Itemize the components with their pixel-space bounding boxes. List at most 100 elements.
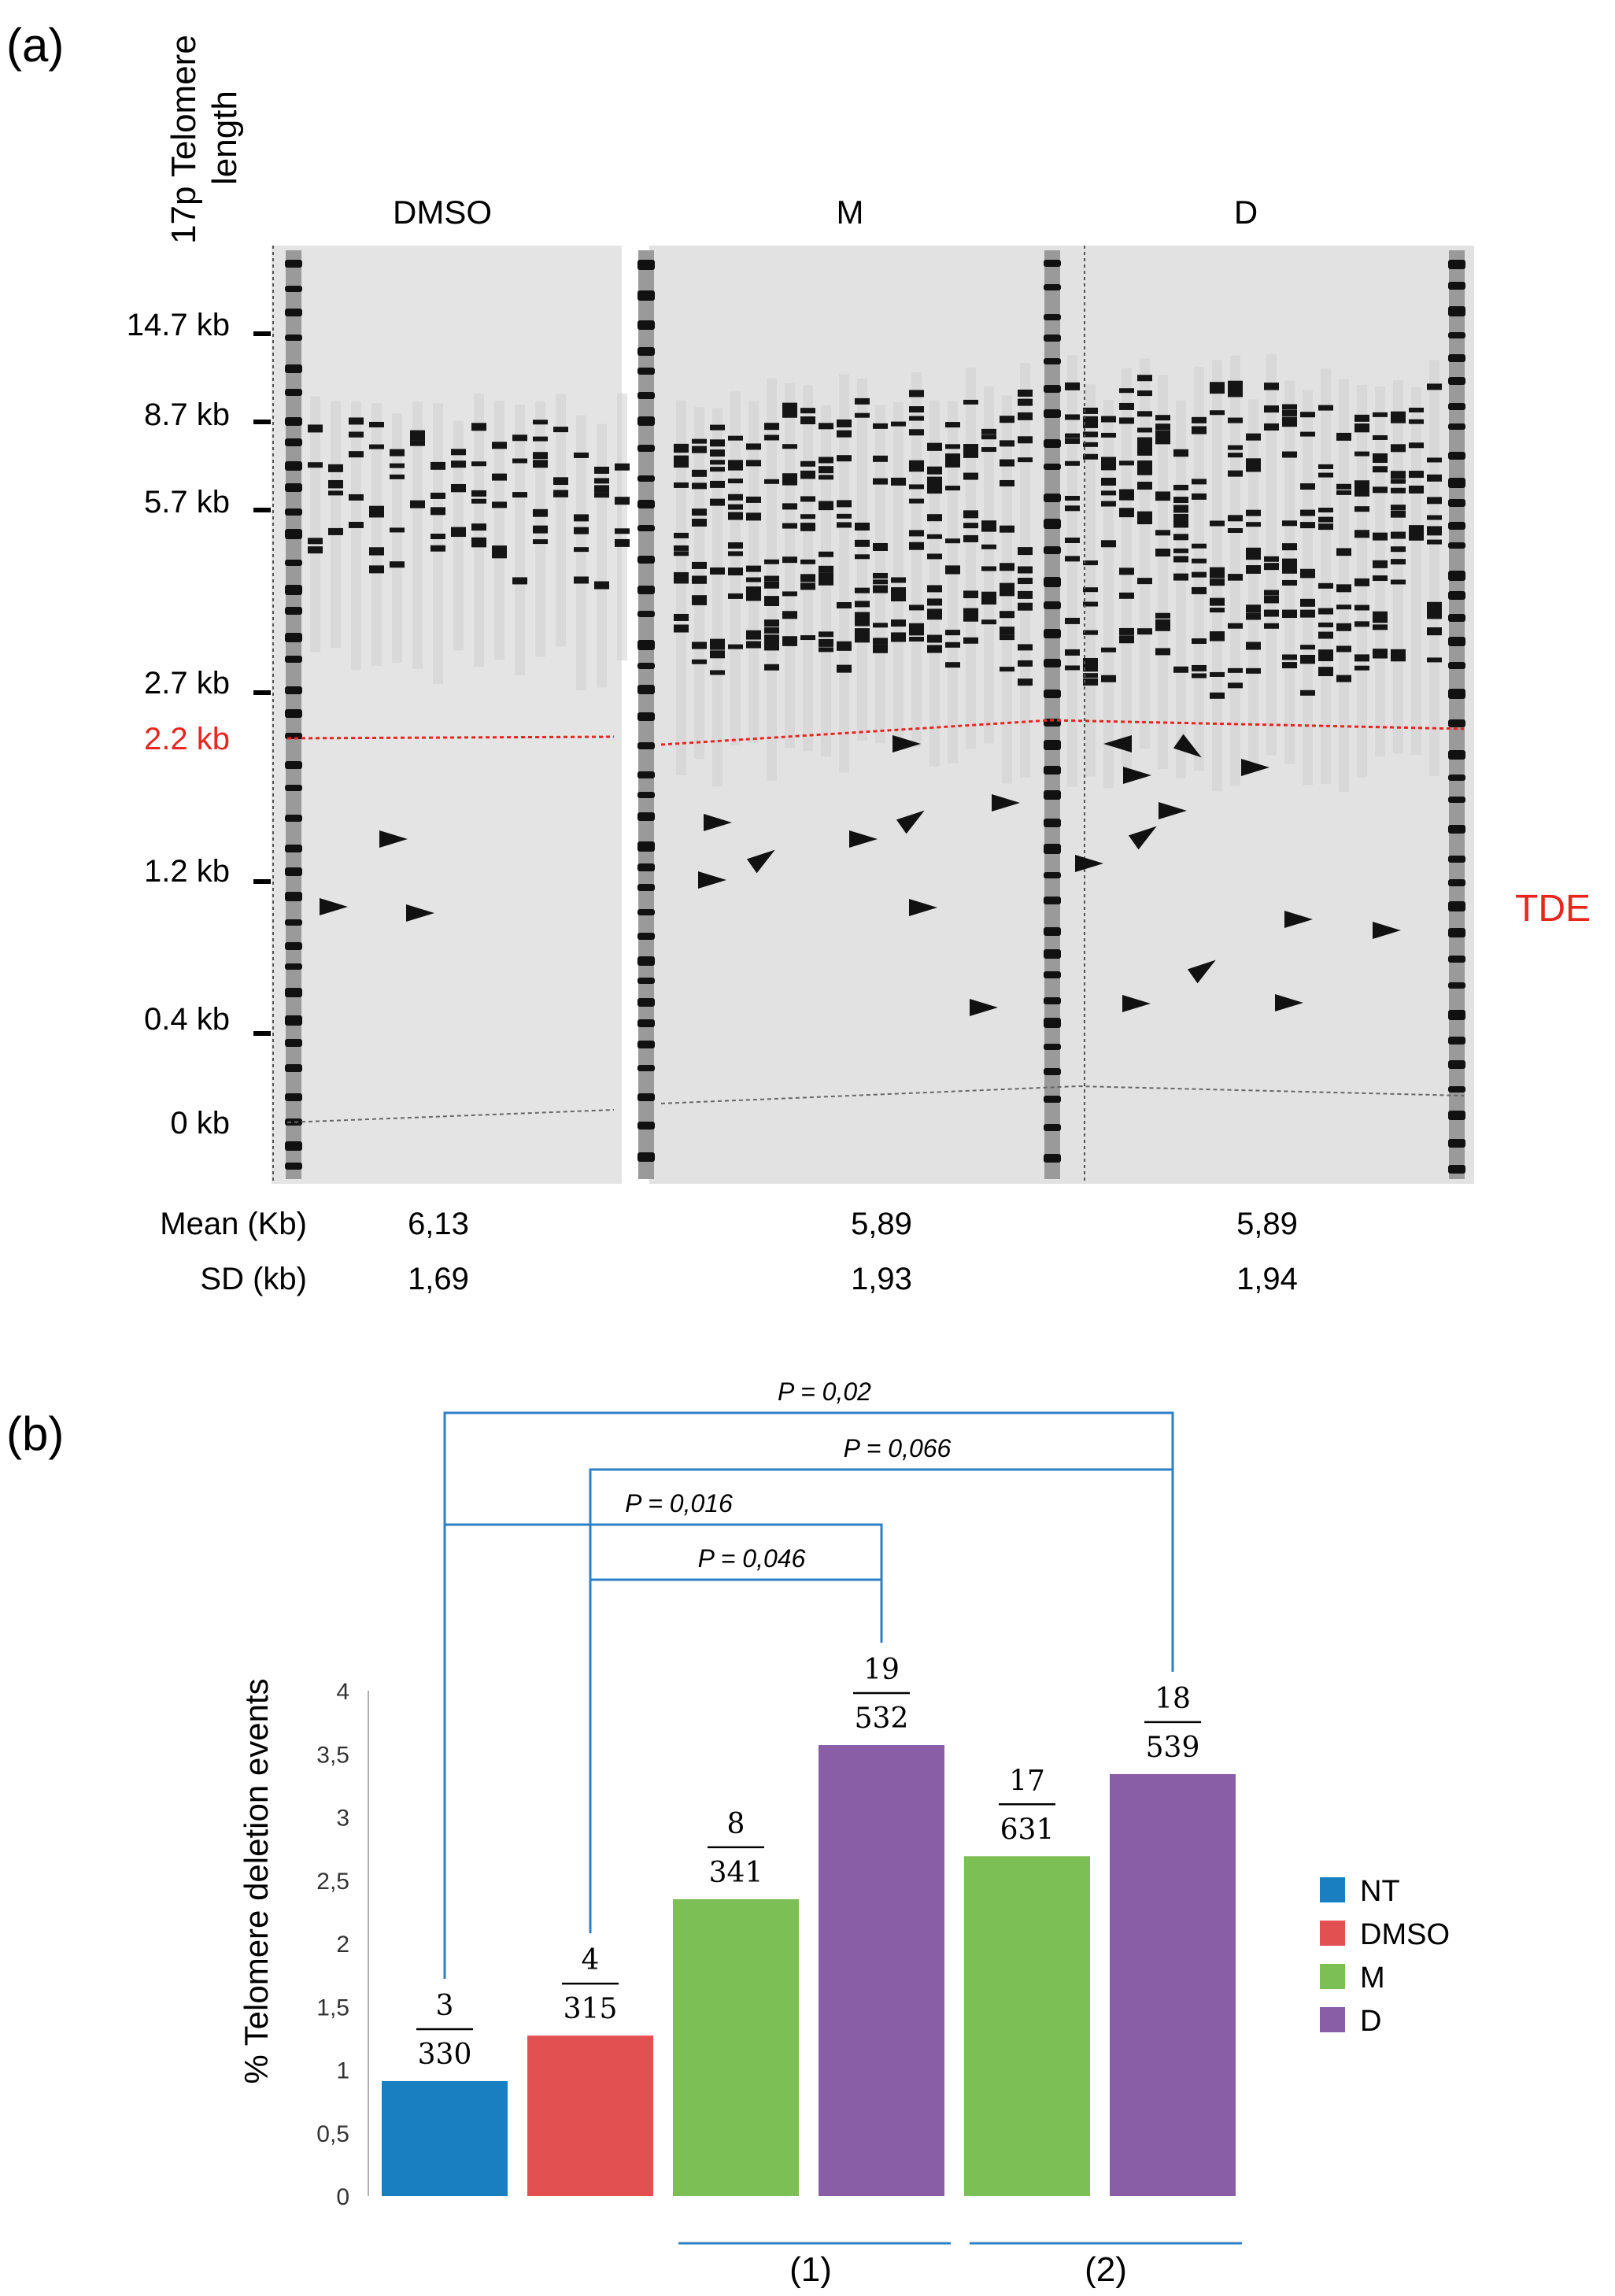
- telomere-band: [746, 512, 761, 521]
- telomere-band: [492, 545, 507, 553]
- telomere-band: [710, 460, 725, 465]
- ladder-band: [1044, 260, 1061, 267]
- ladder-band: [1044, 629, 1061, 638]
- tde-arrowhead: [909, 899, 937, 916]
- ladder-band: [638, 290, 655, 301]
- telomere-band: [927, 611, 942, 618]
- ladder-band: [285, 1163, 302, 1170]
- telomere-band: [945, 567, 960, 575]
- sample-lane: [911, 372, 922, 747]
- telomere-band: [981, 520, 996, 527]
- sample-lane: [1085, 384, 1096, 777]
- sample-lane: [1067, 355, 1077, 787]
- telomere-band: [1427, 530, 1442, 536]
- mean-row-label: Mean (Kb): [160, 1207, 307, 1241]
- telomere-band: [1192, 571, 1207, 578]
- tde-arrowhead: [970, 999, 998, 1016]
- telomere-band: [1065, 460, 1080, 466]
- tde-threshold-line: [660, 719, 1465, 746]
- ladder-band: [1448, 982, 1465, 989]
- telomere-band: [1018, 412, 1033, 418]
- telomere-band: [1155, 648, 1170, 656]
- telomere-band: [710, 642, 725, 650]
- y-tick-label: 3,5: [316, 1742, 349, 1768]
- telomere-band: [692, 482, 707, 490]
- telomere-band: [1391, 487, 1406, 494]
- significance-brackets: P = 0,02 P = 0,066 P = 0,016 P = 0,046: [443, 1377, 1174, 1979]
- telomere-band: [1119, 402, 1134, 410]
- ladder-band: [1044, 971, 1061, 978]
- ladder-band: [1044, 409, 1061, 418]
- telomere-band: [1354, 423, 1369, 429]
- telomere-band: [1318, 622, 1333, 627]
- group-label-2: (2): [1085, 2250, 1127, 2289]
- telomere-band: [945, 630, 960, 636]
- telomere-band: [1210, 636, 1225, 641]
- telomere-band: [1246, 605, 1261, 611]
- telomere-band: [1173, 497, 1188, 504]
- telomere-band: [349, 417, 364, 425]
- telomere-band: [1282, 579, 1297, 586]
- telomere-band: [1409, 442, 1424, 449]
- ladder-band: [638, 742, 655, 749]
- telomere-band: [1000, 634, 1014, 641]
- telomere-band: [1065, 495, 1080, 501]
- telomere-band: [891, 477, 906, 486]
- telomere-band: [471, 423, 486, 431]
- telomere-band: [945, 565, 960, 571]
- telomere-band: [1373, 434, 1388, 440]
- ylabel-line2: length: [205, 91, 244, 185]
- telomere-band: [308, 462, 323, 468]
- telomere-band: [533, 436, 548, 442]
- telomere-band: [963, 472, 978, 480]
- ladder-band: [1448, 499, 1465, 507]
- telomere-band: [1391, 411, 1406, 418]
- telomere-band: [927, 534, 942, 539]
- ladder-band: [285, 892, 302, 901]
- telomere-band: [909, 623, 924, 630]
- telomere-band: [764, 423, 779, 431]
- tde-arrowhead: [1123, 767, 1151, 784]
- ladder-band: [285, 845, 302, 852]
- telomere-band: [909, 542, 924, 550]
- telomere-band: [909, 390, 924, 397]
- telomere-band: [471, 539, 486, 548]
- telomere-band: [1282, 662, 1297, 669]
- telomere-band: [927, 486, 942, 494]
- telomere-band: [553, 427, 568, 433]
- telomere-band: [1282, 558, 1297, 564]
- telomere-band: [574, 452, 589, 458]
- ladder-band: [638, 500, 655, 508]
- ladder-band: [1448, 377, 1465, 385]
- telomere-band: [328, 490, 343, 496]
- telomere-band: [746, 460, 761, 467]
- telomere-band: [1137, 427, 1152, 433]
- telomere-band: [710, 439, 725, 447]
- ladder-band: [285, 942, 302, 950]
- telomere-band: [1210, 579, 1225, 586]
- telomere-band: [1083, 630, 1098, 635]
- telomere-band: [963, 590, 978, 597]
- telomere-band: [1264, 556, 1279, 562]
- telomere-band: [927, 608, 942, 614]
- telomere-band: [308, 424, 323, 433]
- ladder-band: [1448, 928, 1465, 937]
- telomere-band: [909, 627, 924, 636]
- ladder-band: [1044, 1018, 1061, 1028]
- telomere-band: [1391, 559, 1406, 565]
- telomere-band: [764, 479, 779, 484]
- telomere-band: [615, 528, 630, 534]
- telomere-band: [1018, 389, 1033, 397]
- sample-lane: [839, 374, 849, 773]
- ladder-band: [638, 909, 655, 915]
- ladder-band: [638, 416, 655, 426]
- telomere-band: [1210, 671, 1225, 677]
- telomere-band: [1000, 588, 1014, 596]
- telomere-band: [728, 462, 743, 471]
- ladder-band: [285, 389, 302, 396]
- ladder-band: [285, 988, 302, 997]
- telomere-band: [1427, 539, 1442, 545]
- telomere-band: [1246, 465, 1261, 472]
- telomere-band: [1192, 664, 1207, 671]
- telomere-band: [574, 527, 589, 534]
